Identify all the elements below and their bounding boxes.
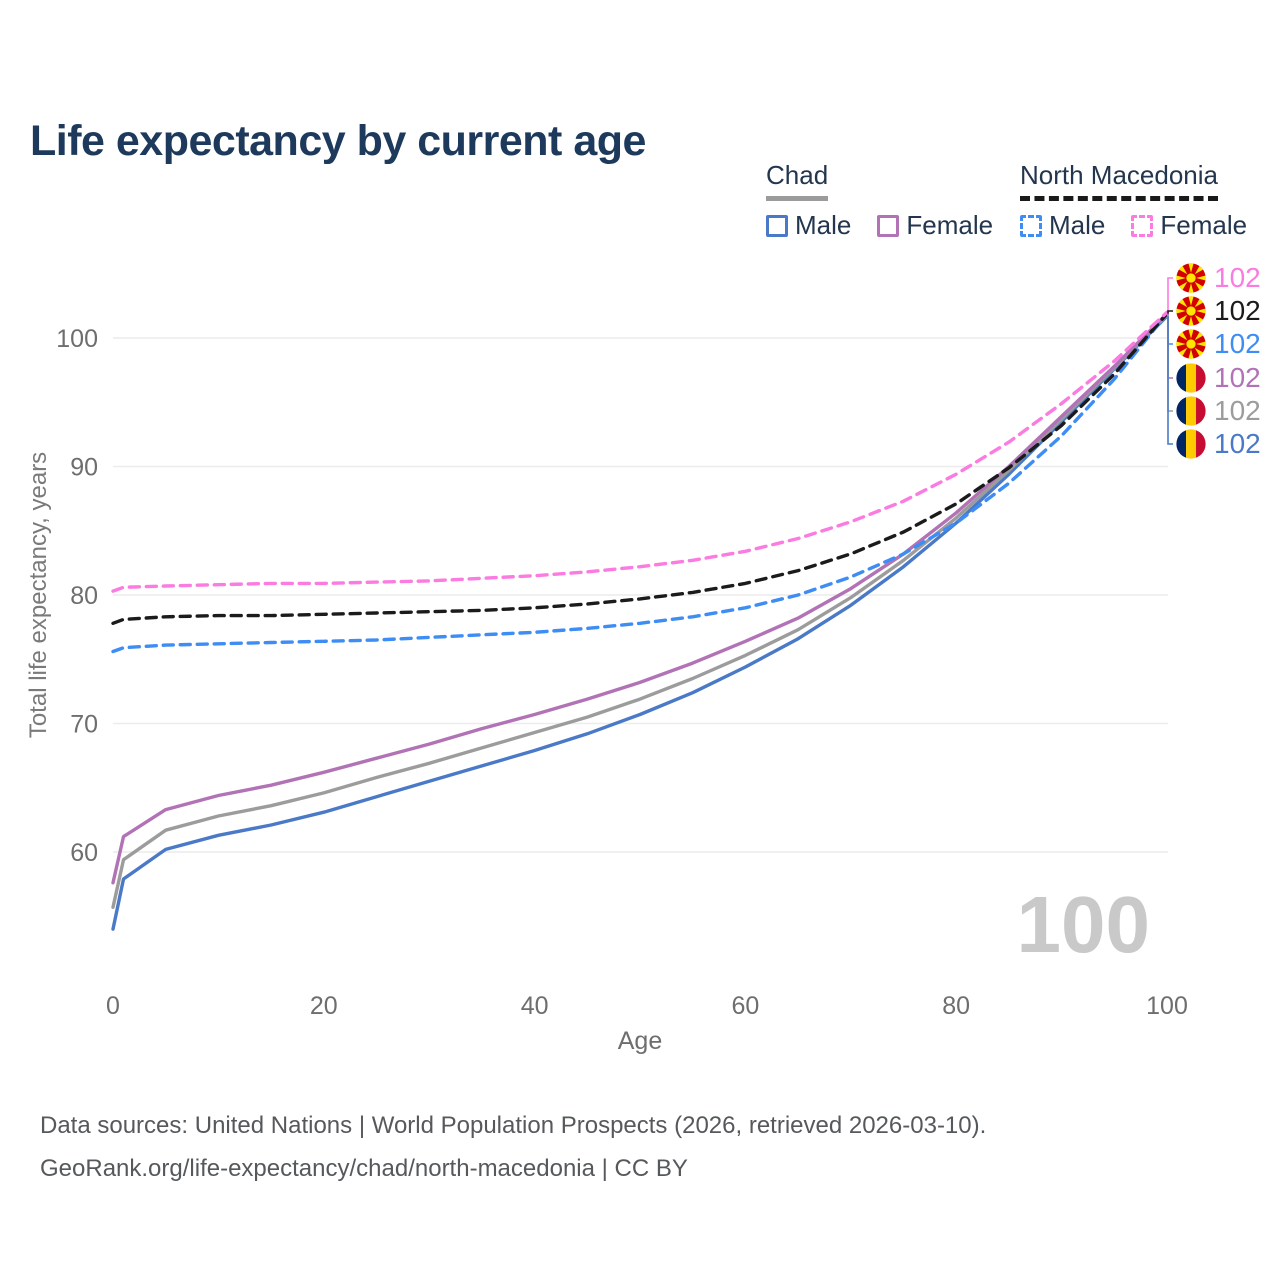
flag-north-macedonia-icon <box>1176 296 1206 326</box>
x-tick-label: 100 <box>1146 992 1188 1020</box>
y-tick-label: 60 <box>70 839 98 867</box>
end-label-leader <box>1167 316 1173 445</box>
footer-data-sources: Data sources: United Nations | World Pop… <box>40 1112 987 1139</box>
end-label-value: 102 <box>1214 395 1261 426</box>
end-label-row: 102 <box>1176 427 1261 461</box>
legend-items-north-macedonia: Male Female <box>1020 210 1247 241</box>
y-tick-label: 90 <box>70 454 98 482</box>
end-label-row: 102 <box>1176 394 1261 428</box>
series-line-north-macedonia-female <box>111 310 1169 593</box>
nm-male-swatch-icon <box>1020 214 1042 237</box>
y-tick-label: 80 <box>70 582 98 610</box>
end-label-leader <box>1167 310 1173 314</box>
nm-female-swatch-icon <box>1131 214 1154 237</box>
footer-attribution-url: GeoRank.org/life-expectancy/chad/north-m… <box>40 1155 688 1182</box>
end-label-leader <box>1167 277 1173 313</box>
flag-chad-icon <box>1176 396 1206 426</box>
x-tick-label: 40 <box>521 992 549 1020</box>
end-label-value: 102 <box>1214 428 1261 459</box>
x-tick-label: 0 <box>106 992 120 1020</box>
end-label-row: 102 <box>1176 294 1261 328</box>
legend-label: Female <box>906 210 994 240</box>
x-tick-label: 20 <box>310 992 338 1020</box>
series-line-chad-male <box>111 314 1169 931</box>
end-label-value: 102 <box>1214 362 1261 393</box>
y-axis-title: Total life expectancy, years <box>25 452 52 738</box>
flag-chad-icon <box>1176 363 1206 393</box>
series-line-north-macedonia-both-sexes <box>111 311 1169 625</box>
legend-title-chad: Chad <box>766 160 829 201</box>
legend-group-north-macedonia: North Macedonia Male Female <box>1020 160 1247 241</box>
end-label-value: 102 <box>1214 328 1261 359</box>
flag-chad-icon <box>1176 429 1206 459</box>
end-label-value: 102 <box>1214 262 1261 293</box>
series-line-north-macedonia-male <box>111 311 1169 654</box>
legend-label: Female <box>1160 210 1248 240</box>
end-label-row: 102 <box>1176 361 1261 395</box>
current-age-watermark: 100 <box>1017 880 1150 969</box>
x-tick-label: 80 <box>942 992 970 1020</box>
legend-label: Male <box>795 210 852 240</box>
legend-item-chad-male[interactable]: Male <box>766 210 851 241</box>
series-line-chad-female <box>111 311 1169 885</box>
legend-item-nm-female[interactable]: Female <box>1131 210 1247 241</box>
legend-title-north-macedonia: North Macedonia <box>1020 160 1218 201</box>
x-tick-label: 60 <box>731 992 759 1020</box>
y-tick-label: 70 <box>70 711 98 739</box>
end-label-row: 102 <box>1176 261 1261 295</box>
x-axis-title: Age <box>618 1027 662 1055</box>
legend-item-nm-male[interactable]: Male <box>1020 210 1105 241</box>
chad-male-swatch-icon <box>766 214 788 237</box>
y-tick-label: 100 <box>56 325 98 353</box>
flag-north-macedonia-icon <box>1176 263 1206 293</box>
series-line-chad-both-sexes <box>111 313 1169 909</box>
chad-female-swatch-icon <box>877 214 900 237</box>
end-label-row: 102 <box>1176 327 1261 361</box>
legend-group-chad: Chad Male Female <box>766 160 993 241</box>
chart-title: Life expectancy by current age <box>30 116 646 165</box>
flag-north-macedonia-icon <box>1176 329 1206 359</box>
legend-label: Male <box>1049 210 1106 240</box>
legend-items-chad: Male Female <box>766 210 993 241</box>
legend-item-chad-female[interactable]: Female <box>877 210 993 241</box>
footer: Data sources: United Nations | World Pop… <box>40 1104 986 1190</box>
end-label-value: 102 <box>1214 295 1261 326</box>
